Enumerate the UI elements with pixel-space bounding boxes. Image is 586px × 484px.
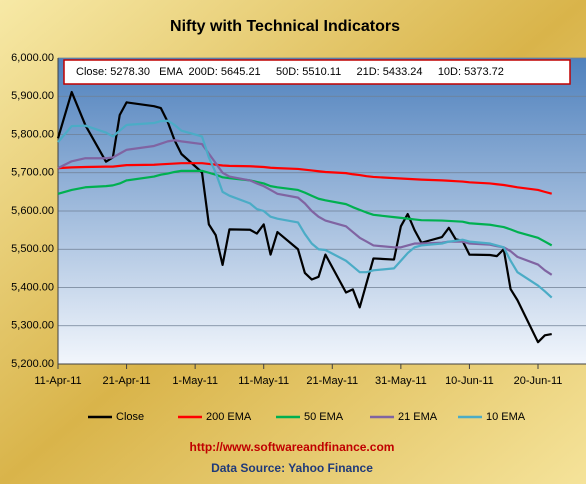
chart-title: Nifty with Technical Indicators xyxy=(170,18,400,35)
legend-label: 50 EMA xyxy=(304,411,344,423)
x-tick-label: 11-Apr-11 xyxy=(34,375,81,387)
annotation-box xyxy=(63,59,571,85)
y-tick-label: 5,200.00 xyxy=(11,358,54,370)
y-tick-label: 5,900.00 xyxy=(11,90,54,102)
legend-label: 200 EMA xyxy=(206,411,252,423)
series-line xyxy=(57,139,553,276)
footer-source: Data Source: Yahoo Finance xyxy=(211,461,373,475)
y-tick-label: 6,000.00 xyxy=(11,52,54,64)
x-tick-label: 21-Apr-11 xyxy=(103,375,151,387)
series-line xyxy=(57,119,553,299)
annotation: Close: 5278.30 EMA 200D: 5645.21 50D: 55… xyxy=(76,66,504,78)
y-tick-label: 5,800.00 xyxy=(11,128,54,140)
y-tick-label: 5,600.00 xyxy=(11,205,54,217)
y-tick-label: 5,500.00 xyxy=(11,243,54,255)
x-tick-label: 1-May-11 xyxy=(172,375,218,387)
legend-label: 10 EMA xyxy=(486,411,526,423)
x-tick-label: 20-Jun-11 xyxy=(514,375,563,387)
x-tick-label: 11-May-11 xyxy=(238,375,289,387)
x-tick-label: 10-Jun-11 xyxy=(445,375,494,387)
y-tick-label: 5,400.00 xyxy=(11,281,54,293)
x-tick-label: 21-May-11 xyxy=(306,375,358,387)
x-tick-label: 31-May-11 xyxy=(375,375,427,387)
series-line xyxy=(56,90,552,344)
legend-label: Close xyxy=(116,411,144,423)
series-line xyxy=(57,162,552,195)
y-tick-label: 5,700.00 xyxy=(11,167,54,179)
y-tick-label: 5,300.00 xyxy=(11,320,54,332)
legend-label: 21 EMA xyxy=(398,411,438,423)
series-line xyxy=(57,169,553,247)
footer-url: http://www.softwareandfinance.com xyxy=(190,440,395,454)
